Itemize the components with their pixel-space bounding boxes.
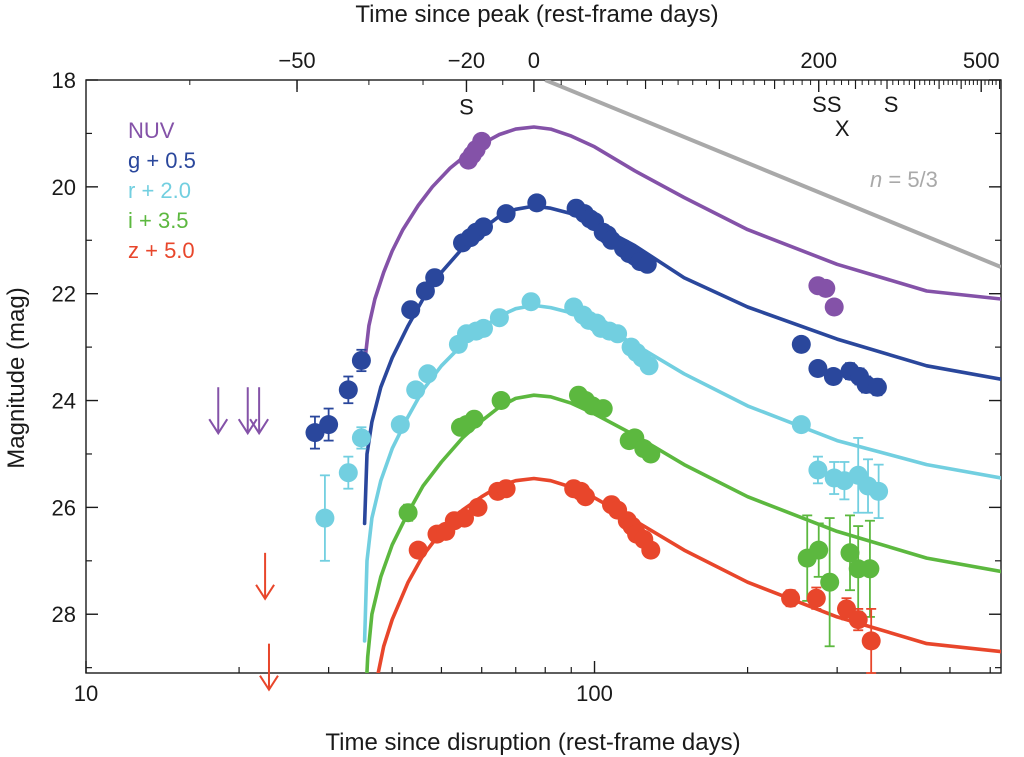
data-point [840, 543, 860, 563]
data-point [867, 377, 887, 397]
epoch-marker: S [884, 92, 899, 117]
y-tick-label: 22 [52, 282, 76, 307]
data-point [398, 503, 418, 523]
x-tick-label: 100 [576, 681, 613, 706]
legend: NUV g + 0.5 r + 2.0 i + 3.5 z + 5.0 [128, 118, 196, 263]
legend-entry: i + 3.5 [128, 208, 189, 233]
data-points [305, 131, 889, 651]
data-point [641, 444, 661, 464]
data-point [338, 463, 358, 483]
data-point [338, 380, 358, 400]
top-tick-label: −50 [278, 48, 315, 73]
model-curve-2 [362, 303, 1001, 643]
data-point [491, 391, 511, 410]
model-curve-3 [365, 393, 1001, 673]
y-tick-label: 28 [52, 602, 76, 627]
data-point [464, 409, 484, 429]
data-point [860, 559, 880, 579]
data-point [808, 460, 828, 480]
legend-entry: NUV [128, 118, 175, 143]
y-tick-label: 26 [52, 495, 76, 520]
data-point [408, 540, 428, 560]
data-point [637, 254, 657, 274]
data-point [806, 588, 826, 608]
data-point [468, 497, 488, 517]
top-tick-label: 200 [800, 48, 837, 73]
reference-line-group [544, 80, 1001, 269]
y-axis-title: Magnitude (mag) [3, 287, 30, 468]
upper-limit-arrowhead [255, 584, 275, 601]
spectrum-markers: S S SXS [459, 92, 898, 141]
model-curve-4 [376, 476, 1001, 673]
legend-entry: r + 2.0 [128, 178, 191, 203]
data-point [401, 300, 421, 320]
top-tick-label: 500 [963, 48, 1000, 73]
data-point [455, 508, 474, 528]
data-point [869, 481, 889, 501]
reference-line-label-value: = 5/3 [882, 167, 938, 192]
upper-limit-arrows [208, 387, 279, 692]
data-point [823, 367, 843, 386]
epoch-marker: S [827, 92, 842, 117]
top-tick-label: 0 [528, 48, 540, 73]
data-point [425, 268, 445, 288]
data-point [593, 399, 613, 419]
data-point [390, 415, 410, 435]
y-tick-label: 18 [52, 68, 76, 93]
data-point [521, 292, 541, 312]
data-point [809, 540, 829, 560]
data-point [415, 281, 435, 301]
model-curves [362, 125, 1001, 673]
data-point [319, 415, 339, 435]
data-point [489, 308, 509, 328]
epoch-marker: X [835, 116, 850, 141]
reference-line-label-symbol: n [870, 167, 882, 192]
data-point [406, 380, 426, 400]
reference-line [544, 80, 1001, 269]
data-point [861, 631, 881, 651]
data-point [474, 318, 493, 338]
x-tick-label: 10 [74, 681, 98, 706]
data-point [608, 324, 628, 344]
data-point [791, 415, 811, 435]
legend-entry: g + 0.5 [128, 148, 196, 173]
x-axis-title: Time since disruption (rest-frame days) [325, 729, 740, 756]
data-point [641, 540, 661, 560]
data-point [639, 356, 659, 376]
plot-frame [85, 79, 1002, 674]
top-axis-title: Time since peak (rest-frame days) [355, 1, 718, 28]
top-tick-label: −20 [448, 48, 485, 73]
data-point [527, 193, 547, 213]
data-point [351, 351, 371, 370]
axis-ticks: 18 20 22 24 26 28 10 100 −50 −20 0 200 500 [52, 48, 1001, 706]
model-curve-1 [362, 204, 1001, 526]
plot-frame-rect [85, 79, 1002, 674]
data-point [848, 610, 868, 630]
data-point [418, 364, 438, 384]
legend-entry: z + 5.0 [128, 238, 195, 263]
data-point [576, 487, 595, 507]
data-point [781, 588, 801, 608]
epoch-marker: S [459, 95, 474, 120]
upper-limit-arrowhead [249, 418, 269, 436]
model-curve-0 [362, 125, 1001, 365]
data-point [351, 428, 371, 448]
data-point [496, 204, 516, 224]
y-tick-label: 20 [52, 175, 76, 200]
data-point [474, 217, 493, 237]
data-point [496, 479, 516, 499]
upper-limit-arrowhead [208, 418, 229, 436]
data-point [820, 572, 840, 592]
data-point [315, 508, 335, 528]
y-tick-label: 24 [52, 389, 76, 414]
epoch-marker: S [812, 92, 827, 117]
data-point [808, 359, 828, 378]
data-point [472, 131, 492, 151]
data-point [816, 278, 836, 298]
upper-limit-arrowhead [259, 675, 279, 692]
reference-line-label: n = 5/3 [870, 167, 938, 192]
data-point [824, 297, 844, 317]
data-point [791, 334, 811, 354]
